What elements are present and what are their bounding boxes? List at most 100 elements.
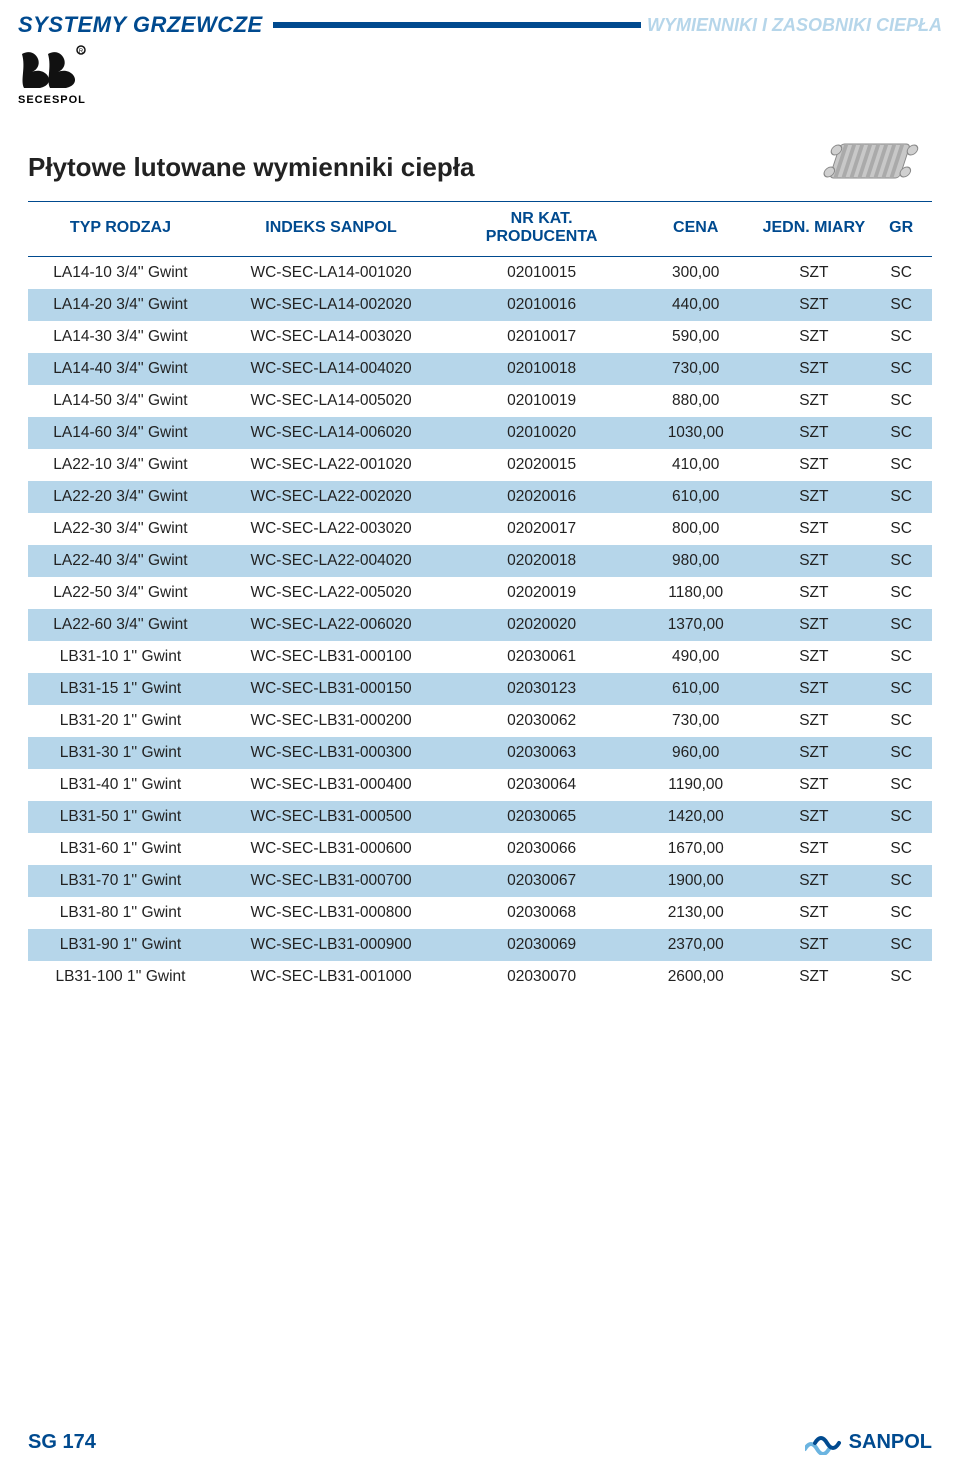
table-cell: WC-SEC-LB31-000600 xyxy=(213,833,449,865)
table-cell: SZT xyxy=(757,353,870,385)
price-table: TYP RODZAJ INDEKS SANPOL NR KAT. PRODUCE… xyxy=(28,201,932,993)
table-cell: SZT xyxy=(757,257,870,290)
page-footer: SG 174 SANPOL xyxy=(0,1429,960,1455)
table-cell: SZT xyxy=(757,929,870,961)
table-cell: 610,00 xyxy=(634,673,757,705)
table-cell: 980,00 xyxy=(634,545,757,577)
table-cell: SZT xyxy=(757,897,870,929)
col-header-gr: GR xyxy=(870,202,932,257)
table-row: LA14-60 3/4'' GwintWC-SEC-LA14-006020020… xyxy=(28,417,932,449)
table-cell: 800,00 xyxy=(634,513,757,545)
table-cell: SZT xyxy=(757,769,870,801)
brand-logo: R SECESPOL xyxy=(18,44,98,106)
table-cell: 02030123 xyxy=(449,673,634,705)
col-header-price: CENA xyxy=(634,202,757,257)
table-cell: SZT xyxy=(757,385,870,417)
table-cell: 410,00 xyxy=(634,449,757,481)
table-cell: 880,00 xyxy=(634,385,757,417)
table-cell: SZT xyxy=(757,737,870,769)
table-cell: 02020019 xyxy=(449,577,634,609)
table-cell: 1190,00 xyxy=(634,769,757,801)
table-row: LB31-50 1'' GwintWC-SEC-LB31-00050002030… xyxy=(28,801,932,833)
table-cell: LB31-100 1'' Gwint xyxy=(28,961,213,993)
table-cell: 1370,00 xyxy=(634,609,757,641)
table-cell: SZT xyxy=(757,513,870,545)
content-area: Płytowe lutowane wymienniki ciepła xyxy=(0,106,960,993)
table-cell: WC-SEC-LB31-000400 xyxy=(213,769,449,801)
table-cell: SZT xyxy=(757,321,870,353)
table-cell: WC-SEC-LB31-000800 xyxy=(213,897,449,929)
table-cell: 2370,00 xyxy=(634,929,757,961)
svg-text:R: R xyxy=(79,49,84,55)
table-cell: 730,00 xyxy=(634,353,757,385)
table-cell: WC-SEC-LA22-001020 xyxy=(213,449,449,481)
table-cell: 02020018 xyxy=(449,545,634,577)
footer-brand-text: SANPOL xyxy=(849,1431,932,1454)
table-cell: 02030063 xyxy=(449,737,634,769)
table-cell: 02030065 xyxy=(449,801,634,833)
table-cell: WC-SEC-LB31-000150 xyxy=(213,673,449,705)
table-header-row: TYP RODZAJ INDEKS SANPOL NR KAT. PRODUCE… xyxy=(28,202,932,257)
table-cell: LB31-20 1'' Gwint xyxy=(28,705,213,737)
table-cell: SC xyxy=(870,449,932,481)
table-cell: LB31-30 1'' Gwint xyxy=(28,737,213,769)
table-cell: SC xyxy=(870,513,932,545)
table-cell: 300,00 xyxy=(634,257,757,290)
table-cell: SZT xyxy=(757,577,870,609)
table-cell: WC-SEC-LB31-000200 xyxy=(213,705,449,737)
page-container: SYSTEMY GRZEWCZE WYMIENNIKI I ZASOBNIKI … xyxy=(0,0,960,1473)
table-row: LB31-90 1'' GwintWC-SEC-LB31-00090002030… xyxy=(28,929,932,961)
table-cell: WC-SEC-LA14-006020 xyxy=(213,417,449,449)
table-cell: WC-SEC-LA14-001020 xyxy=(213,257,449,290)
table-cell: 960,00 xyxy=(634,737,757,769)
table-cell: LA22-30 3/4'' Gwint xyxy=(28,513,213,545)
table-row: LA22-30 3/4'' GwintWC-SEC-LA22-003020020… xyxy=(28,513,932,545)
page-number: SG 174 xyxy=(28,1431,96,1454)
table-cell: SC xyxy=(870,833,932,865)
table-cell: LA22-40 3/4'' Gwint xyxy=(28,545,213,577)
table-cell: LA22-20 3/4'' Gwint xyxy=(28,481,213,513)
table-cell: WC-SEC-LA14-004020 xyxy=(213,353,449,385)
table-row: LA22-40 3/4'' GwintWC-SEC-LA22-004020020… xyxy=(28,545,932,577)
product-image xyxy=(802,133,932,193)
table-cell: SC xyxy=(870,929,932,961)
table-cell: SZT xyxy=(757,673,870,705)
table-cell: 02010018 xyxy=(449,353,634,385)
heatexchanger-icon xyxy=(803,136,931,190)
table-cell: SZT xyxy=(757,609,870,641)
table-cell: SC xyxy=(870,257,932,290)
table-cell: 590,00 xyxy=(634,321,757,353)
table-body: LA14-10 3/4'' GwintWC-SEC-LA14-001020020… xyxy=(28,257,932,994)
col-header-type: TYP RODZAJ xyxy=(28,202,213,257)
table-cell: SZT xyxy=(757,481,870,513)
table-cell: 02010020 xyxy=(449,417,634,449)
table-cell: WC-SEC-LA22-005020 xyxy=(213,577,449,609)
section-title-left: SYSTEMY GRZEWCZE xyxy=(18,12,263,38)
table-cell: SZT xyxy=(757,545,870,577)
table-cell: SZT xyxy=(757,801,870,833)
table-cell: WC-SEC-LB31-000900 xyxy=(213,929,449,961)
table-cell: LB31-40 1'' Gwint xyxy=(28,769,213,801)
table-cell: SC xyxy=(870,641,932,673)
table-cell: SC xyxy=(870,737,932,769)
table-cell: LA14-10 3/4'' Gwint xyxy=(28,257,213,290)
table-cell: 02030067 xyxy=(449,865,634,897)
table-cell: 1670,00 xyxy=(634,833,757,865)
table-cell: 02010015 xyxy=(449,257,634,290)
table-cell: LA22-60 3/4'' Gwint xyxy=(28,609,213,641)
table-cell: 02030066 xyxy=(449,833,634,865)
table-cell: 02020016 xyxy=(449,481,634,513)
table-cell: SZT xyxy=(757,449,870,481)
table-cell: SC xyxy=(870,353,932,385)
footer-brand: SANPOL xyxy=(805,1429,932,1455)
table-row: LB31-20 1'' GwintWC-SEC-LB31-00020002030… xyxy=(28,705,932,737)
table-cell: 02020017 xyxy=(449,513,634,545)
table-cell: 1420,00 xyxy=(634,801,757,833)
table-cell: SC xyxy=(870,321,932,353)
table-cell: LB31-50 1'' Gwint xyxy=(28,801,213,833)
table-cell: 02020020 xyxy=(449,609,634,641)
table-cell: 02030069 xyxy=(449,929,634,961)
table-cell: 02010017 xyxy=(449,321,634,353)
table-cell: LB31-80 1'' Gwint xyxy=(28,897,213,929)
table-row: LB31-30 1'' GwintWC-SEC-LB31-00030002030… xyxy=(28,737,932,769)
